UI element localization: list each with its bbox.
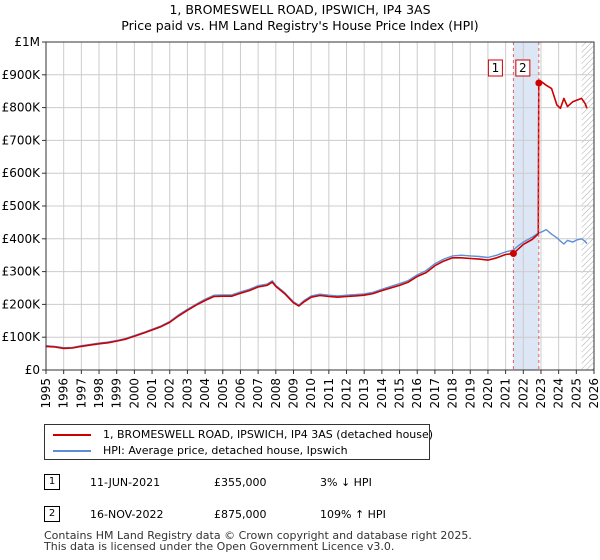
x-tick-label: 2007: [251, 378, 265, 409]
x-tick-label: 2022: [516, 378, 530, 409]
sale-hpi-1: 3% ↓ HPI: [320, 476, 372, 489]
x-tick-label: 2017: [428, 378, 442, 409]
y-tick-label: £200K: [2, 297, 42, 311]
sale-price-1: £355,000: [214, 476, 267, 489]
x-tick-label: 2005: [216, 378, 230, 409]
x-tick-label: 2009: [286, 378, 300, 409]
price-chart: 1 2 £0 £100K £200K £300K £400K £500K £600K £700K…: [2, 35, 600, 409]
x-tick-label: 2012: [340, 378, 354, 409]
chart-title-line2: Price paid vs. HM Land Registry's House …: [121, 18, 479, 33]
x-tick-label: 1999: [110, 378, 124, 409]
plot-frame: [45, 41, 595, 371]
x-tick-label: 2003: [180, 378, 194, 409]
legend-hpi-swatch: [53, 450, 91, 452]
sale-price-2: £875,000: [214, 508, 267, 521]
x-tick-label: 2000: [127, 378, 141, 409]
legend-property-swatch: [53, 434, 91, 436]
x-tick-label: 2019: [463, 378, 477, 409]
x-tick-label: 2021: [499, 378, 513, 409]
sale-1-point: [509, 250, 517, 258]
footer-line2: This data is licensed under the Open Gov…: [44, 540, 395, 553]
x-tick-label: 2014: [375, 378, 389, 409]
sale-2-point: [535, 79, 543, 87]
sale-2-label-box: [515, 59, 531, 77]
sale-marker-2: 2: [44, 506, 60, 522]
x-tick-label: 2015: [393, 378, 407, 409]
y-tick-label: £0: [25, 363, 40, 377]
x-tick-label: 1997: [74, 378, 88, 409]
legend-hpi-label: HPI: Average price, detached house, Ipsw…: [103, 444, 348, 457]
x-tick-label: 2011: [322, 378, 336, 409]
x-tick-label: 2026: [587, 378, 600, 409]
sale-date-2: 16-NOV-2022: [90, 508, 164, 521]
x-tick-label: 2002: [163, 378, 177, 409]
footer: Contains HM Land Registry data © Crown c…: [44, 530, 472, 552]
chart-title-line1: 1, BROMESWELL ROAD, IPSWICH, IP4 3AS: [169, 2, 431, 17]
y-tick-label: £600K: [2, 166, 42, 180]
sale-2-label: 2: [519, 61, 527, 75]
legend-property-label: 1, BROMESWELL ROAD, IPSWICH, IP4 3AS (de…: [103, 428, 434, 441]
x-tick-label: 2006: [233, 378, 247, 409]
y-tick-label: £400K: [2, 232, 42, 246]
chart-title: 1, BROMESWELL ROAD, IPSWICH, IP4 3AS Pri…: [0, 2, 600, 34]
x-tick-label: 2004: [198, 378, 212, 409]
x-tick-label: 2018: [446, 378, 460, 409]
sale-marker-1: 1: [44, 474, 60, 490]
x-tick-label: 2010: [304, 378, 318, 409]
x-tick-label: 2016: [410, 378, 424, 409]
sale-hpi-2: 109% ↑ HPI: [320, 508, 386, 521]
x-tick-label: 2020: [481, 378, 495, 409]
y-tick-label: £1M: [14, 35, 40, 49]
x-tick-label: 2023: [534, 378, 548, 409]
x-tick-label: 2025: [569, 378, 583, 409]
y-tick-label: £300K: [2, 265, 42, 279]
x-tick-label: 1995: [39, 378, 53, 409]
sale-1-label: 1: [492, 61, 500, 75]
legend: 1, BROMESWELL ROAD, IPSWICH, IP4 3AS (de…: [44, 424, 434, 460]
y-tick-label: £100K: [2, 330, 42, 344]
y-tick-label: £800K: [2, 101, 42, 115]
footer-line1: Contains HM Land Registry data © Crown c…: [44, 529, 472, 542]
y-tick-label: £900K: [2, 68, 42, 82]
x-tick-label: 2024: [552, 378, 566, 409]
x-tick-label: 1998: [92, 378, 106, 409]
y-tick-label: £700K: [2, 133, 42, 147]
sale-1-label-box: [487, 59, 503, 77]
x-tick-label: 2001: [145, 378, 159, 409]
sale-date-1: 11-JUN-2021: [90, 476, 161, 489]
y-tick-label: £500K: [2, 199, 42, 213]
x-tick-label: 1996: [57, 378, 71, 409]
x-tick-label: 2013: [357, 378, 371, 409]
x-tick-label: 2008: [269, 378, 283, 409]
